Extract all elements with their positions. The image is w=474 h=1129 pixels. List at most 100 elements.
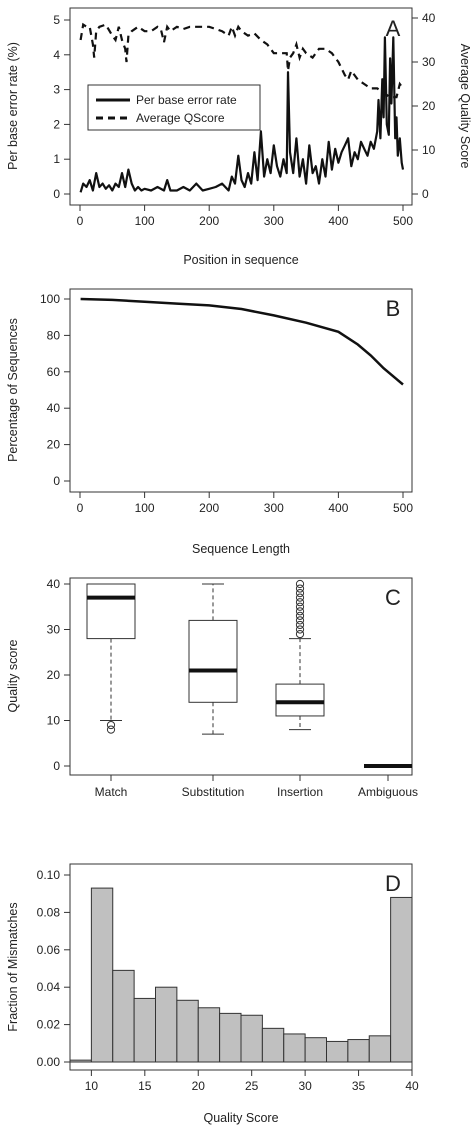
legend-label-error-rate: Per base error rate <box>136 93 237 107</box>
outlier-point <box>295 625 305 634</box>
box <box>188 619 238 703</box>
box <box>86 583 136 640</box>
y-tick-label-d: 0.00 <box>37 1055 61 1069</box>
histogram-bar <box>176 999 199 1063</box>
x-tick-label-b: 500 <box>393 501 413 515</box>
y-tick-label-a: 5 <box>53 13 60 27</box>
x-tick-label-d: 30 <box>298 1079 312 1093</box>
series-line-b <box>80 297 404 386</box>
y-tick-label-b: 80 <box>47 328 61 342</box>
histogram-bar <box>347 1039 370 1063</box>
y-tick-label-c: 30 <box>47 623 61 637</box>
histogram-bar <box>69 1059 92 1063</box>
x-tick-label-b: 100 <box>135 501 155 515</box>
outlier-point <box>295 579 305 589</box>
x-tick-label-d: 10 <box>85 1079 99 1093</box>
y-tick-label-d: 0.08 <box>37 905 61 919</box>
y-tick-label-a: 1 <box>53 152 60 166</box>
x-tick-label-a: 0 <box>77 214 84 228</box>
x-tick-label-a: 300 <box>264 214 284 228</box>
box <box>275 683 325 717</box>
category-label: Ambiguous <box>358 785 418 799</box>
histogram-bar <box>90 887 114 1063</box>
x-tick-label-b: 200 <box>199 501 219 515</box>
panel-label-c: C <box>385 585 401 610</box>
x-tick-label-d: 25 <box>245 1079 259 1093</box>
y-axis-label-right-a: Average Quality Score <box>458 44 472 169</box>
legend-label-qscore: Average QScore <box>136 111 225 125</box>
y-tick-label-right-a: 30 <box>422 55 436 69</box>
series-line-qscore <box>79 22 404 99</box>
x-tick-label-d: 40 <box>405 1079 419 1093</box>
x-axis-label-b: Sequence Length <box>192 542 290 556</box>
histogram-bar <box>197 1007 221 1063</box>
y-axis-label-d: Fraction of Mismatches <box>6 902 20 1031</box>
y-axis-label-c: Quality score <box>6 639 20 712</box>
outlier-point <box>295 584 305 593</box>
y-tick-label-a: 2 <box>53 117 60 131</box>
histogram-bar <box>304 1037 327 1063</box>
y-tick-label-c: 10 <box>47 714 61 728</box>
x-tick-label-a: 400 <box>328 214 348 228</box>
category-label: Substitution <box>182 785 245 799</box>
y-tick-label-b: 20 <box>47 438 61 452</box>
panel-c: C Quality score 0 10 20 30 40 Match Substituti… <box>6 577 418 799</box>
legend-a: Per base error rate Average QScore <box>87 84 261 131</box>
histogram-bar <box>326 1040 349 1063</box>
histogram-bar <box>368 1035 392 1063</box>
x-tick-label-b: 400 <box>328 501 348 515</box>
panel-label-d: D <box>385 871 401 896</box>
y-tick-label-a: 0 <box>53 187 60 201</box>
outlier-point <box>295 602 305 611</box>
x-tick-label-a: 100 <box>135 214 155 228</box>
histogram-bar <box>155 986 178 1063</box>
x-tick-label-b: 300 <box>264 501 284 515</box>
panel-label-b: B <box>386 296 401 321</box>
histogram-bar <box>112 969 135 1063</box>
y-tick-label-d: 0.02 <box>37 1018 61 1032</box>
histogram-bar <box>133 997 156 1063</box>
y-tick-label-d: 0.04 <box>37 980 61 994</box>
outlier-point <box>295 589 305 598</box>
histogram-bar <box>283 1033 306 1063</box>
x-tick-label-a: 200 <box>199 214 219 228</box>
x-tick-label-d: 20 <box>192 1079 206 1093</box>
x-tick-label-a: 500 <box>393 214 413 228</box>
panel-d: D Quality Score Fraction of Mismatches 1… <box>6 863 419 1125</box>
y-tick-label-a: 3 <box>53 83 60 97</box>
x-axis-label-d: Quality Score <box>203 1111 278 1125</box>
outlier-point <box>295 629 305 639</box>
outlier-point <box>295 611 305 620</box>
plot-frame-b <box>69 288 413 493</box>
y-tick-label-c: 0 <box>53 759 60 773</box>
legend-box-a <box>87 84 261 131</box>
y-tick-label-d: 0.10 <box>37 868 61 882</box>
panel-a: A Position in sequence Per base error ra… <box>6 7 472 267</box>
histogram-bar <box>240 1014 263 1063</box>
y-tick-label-right-a: 20 <box>422 99 436 113</box>
histogram-bar <box>390 896 413 1063</box>
category-label: Match <box>95 785 128 799</box>
x-axis-label-a: Position in sequence <box>183 253 298 267</box>
series-line-error-rate <box>79 36 405 193</box>
y-tick-label-d: 0.06 <box>37 943 61 957</box>
y-tick-label-b: 0 <box>53 474 60 488</box>
outlier-point <box>295 620 305 630</box>
y-tick-label-right-a: 10 <box>422 143 436 157</box>
y-tick-label-right-a: 40 <box>422 11 436 25</box>
y-tick-label-c: 40 <box>47 577 61 591</box>
y-tick-label-b: 40 <box>47 401 61 415</box>
outlier-point <box>295 607 305 616</box>
x-tick-label-d: 15 <box>138 1079 152 1093</box>
histogram-bar <box>261 1027 285 1063</box>
panel-b: B Sequence Length Percentage of Sequence… <box>6 288 413 556</box>
outlier-point <box>295 616 305 625</box>
plot-frame-c <box>69 577 413 776</box>
panel-label-a: A <box>386 16 401 41</box>
x-tick-label-b: 0 <box>77 501 84 515</box>
y-axis-label-a: Per base error rate (%) <box>6 42 20 170</box>
outlier-point <box>295 598 305 607</box>
y-tick-label-b: 60 <box>47 365 61 379</box>
y-tick-label-right-a: 0 <box>422 187 429 201</box>
